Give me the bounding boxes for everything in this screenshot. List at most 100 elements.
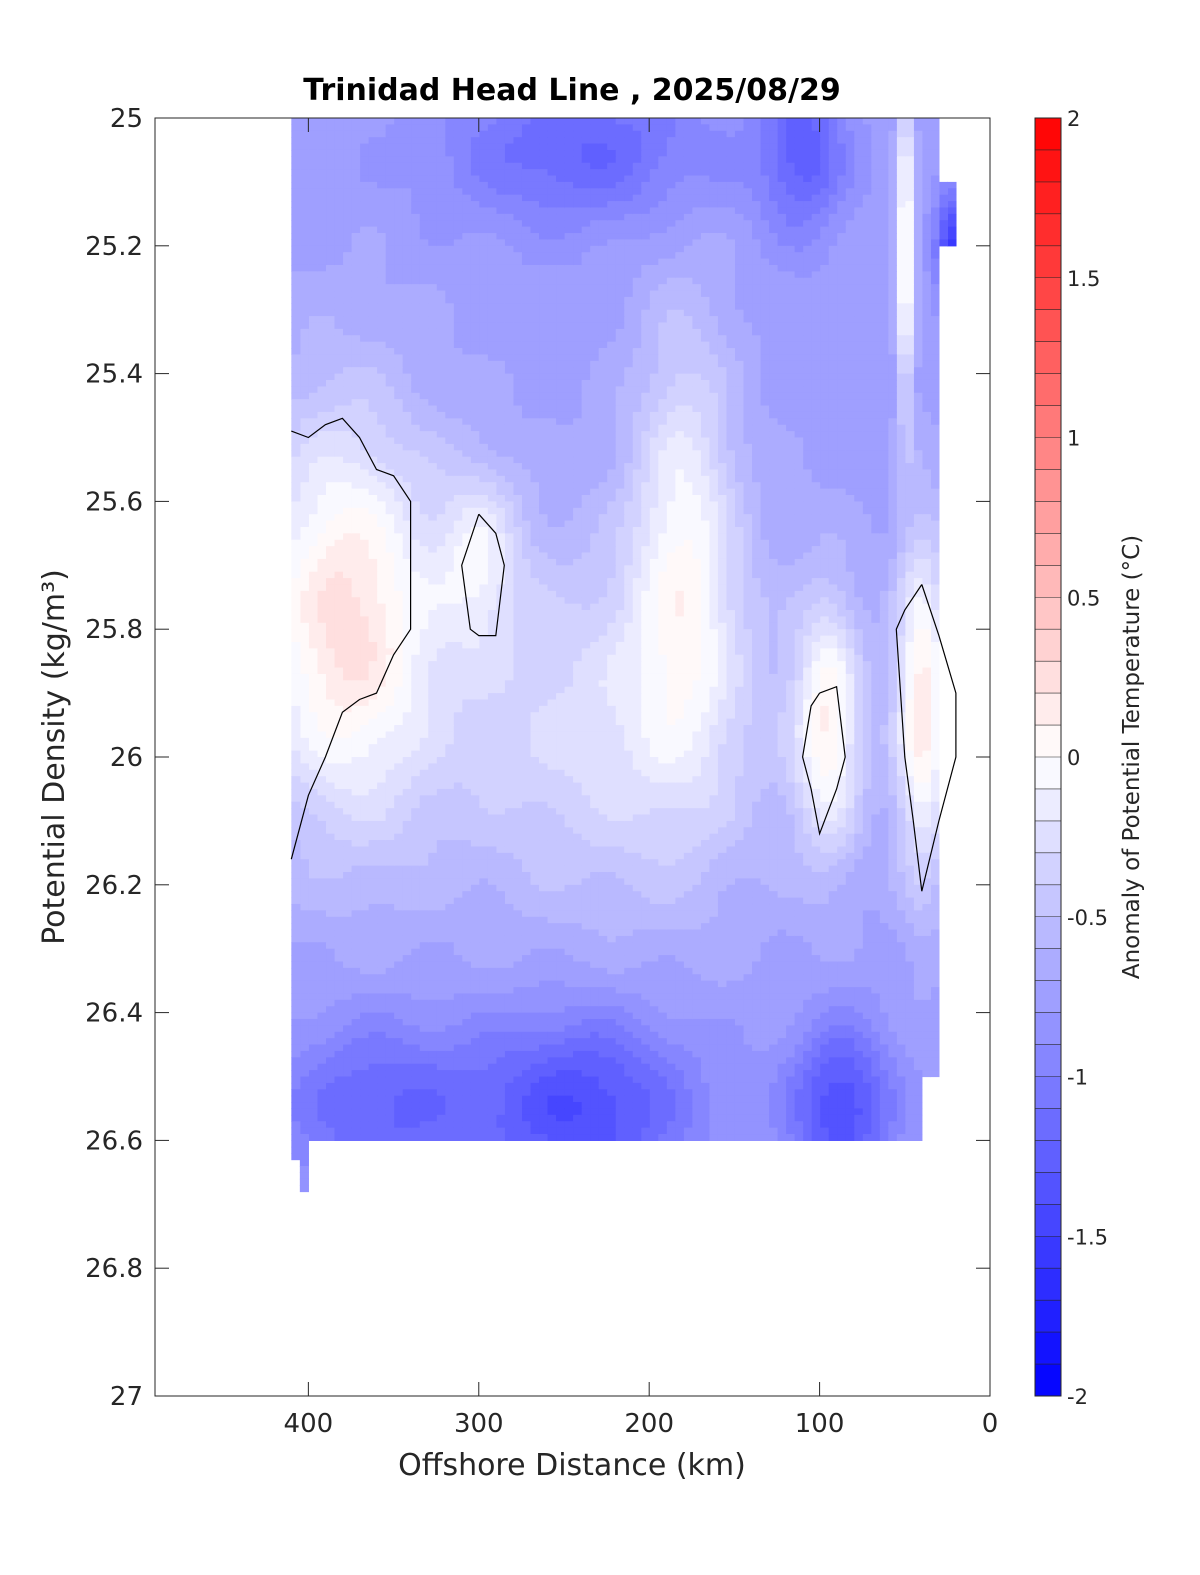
field-cell xyxy=(768,923,778,931)
field-cell xyxy=(700,744,710,752)
field-cell xyxy=(759,526,770,534)
field-cell xyxy=(725,341,735,349)
field-cell xyxy=(742,737,753,745)
field-cell xyxy=(845,258,855,266)
field-cell xyxy=(785,1063,795,1071)
field-cell xyxy=(921,514,931,522)
field-cell xyxy=(725,424,735,432)
field-cell xyxy=(734,584,744,592)
field-cell xyxy=(819,833,829,841)
field-cell xyxy=(836,130,846,138)
field-cell xyxy=(904,418,914,426)
field-cell xyxy=(913,584,923,592)
field-cell xyxy=(887,597,897,605)
field-cell xyxy=(742,827,753,835)
field-cell xyxy=(913,1102,923,1110)
field-cell xyxy=(717,386,727,394)
field-cell xyxy=(819,622,829,630)
field-cell xyxy=(853,162,863,170)
field-cell xyxy=(776,884,787,892)
field-cell xyxy=(870,1006,880,1014)
field-cell xyxy=(879,450,889,458)
field-cell xyxy=(674,884,684,892)
field-cell xyxy=(708,290,718,298)
field-cell xyxy=(836,635,846,643)
field-cell xyxy=(708,667,718,675)
field-cell xyxy=(853,475,863,483)
field-cell xyxy=(751,795,761,803)
field-cell xyxy=(674,450,684,458)
field-cell xyxy=(708,584,718,592)
field-cell xyxy=(785,840,795,848)
field-cell xyxy=(751,220,761,228)
field-cell xyxy=(794,987,804,995)
field-cell xyxy=(913,386,923,394)
field-cell xyxy=(708,903,718,911)
field-cell xyxy=(862,737,872,745)
field-cell xyxy=(896,1114,906,1122)
field-cell xyxy=(785,1018,795,1026)
field-cell xyxy=(819,482,829,490)
field-cell xyxy=(836,693,846,701)
field-cell xyxy=(913,411,923,419)
field-cell xyxy=(683,878,693,886)
field-cell xyxy=(785,507,795,515)
field-cell xyxy=(836,137,846,145)
field-cell xyxy=(887,130,897,138)
field-cell xyxy=(700,309,710,317)
field-cell xyxy=(828,118,838,125)
field-cell xyxy=(853,584,863,592)
field-cell xyxy=(683,788,693,796)
field-cell xyxy=(921,929,931,937)
field-cell xyxy=(674,712,684,720)
field-cell xyxy=(913,213,923,221)
field-cell xyxy=(708,386,718,394)
field-cell xyxy=(674,1134,684,1141)
field-cell xyxy=(811,181,821,189)
field-cell xyxy=(836,654,846,662)
field-cell xyxy=(896,999,906,1007)
field-cell xyxy=(896,1070,906,1078)
field-cell xyxy=(802,239,812,247)
field-cell xyxy=(921,220,931,228)
field-cell xyxy=(913,884,923,892)
field-cell xyxy=(751,1114,761,1122)
field-cell xyxy=(921,348,931,356)
field-cell xyxy=(794,1095,804,1103)
field-cell xyxy=(845,1044,855,1052)
field-cell xyxy=(794,252,804,260)
field-cell xyxy=(734,290,744,298)
field-cell xyxy=(794,220,804,228)
field-cell xyxy=(794,1121,804,1129)
field-cell xyxy=(691,162,701,170)
field-cell xyxy=(836,584,846,592)
field-cell xyxy=(802,846,812,854)
field-cell xyxy=(674,987,684,995)
field-cell xyxy=(683,316,693,324)
field-cell xyxy=(794,852,804,860)
field-cell xyxy=(708,782,718,790)
field-cell xyxy=(913,296,923,304)
field-cell xyxy=(794,616,804,624)
field-cell xyxy=(708,699,718,707)
field-cell xyxy=(811,201,821,209)
field-cell xyxy=(913,750,923,758)
field-cell xyxy=(802,840,812,848)
field-cell xyxy=(862,897,872,905)
field-cell xyxy=(691,552,701,560)
field-cell xyxy=(742,616,753,624)
field-cell xyxy=(751,373,761,381)
field-cell xyxy=(776,546,787,554)
field-cell xyxy=(904,1012,914,1020)
field-cell xyxy=(845,686,855,694)
field-cell xyxy=(708,213,718,221)
field-cell xyxy=(674,341,684,349)
field-cell xyxy=(776,948,787,956)
field-cell xyxy=(742,1102,753,1110)
field-cell xyxy=(768,539,778,547)
field-cell xyxy=(811,673,821,681)
field-cell xyxy=(674,277,684,285)
field-cell xyxy=(879,1108,889,1116)
field-cell xyxy=(811,1025,821,1033)
field-cell xyxy=(785,424,795,432)
